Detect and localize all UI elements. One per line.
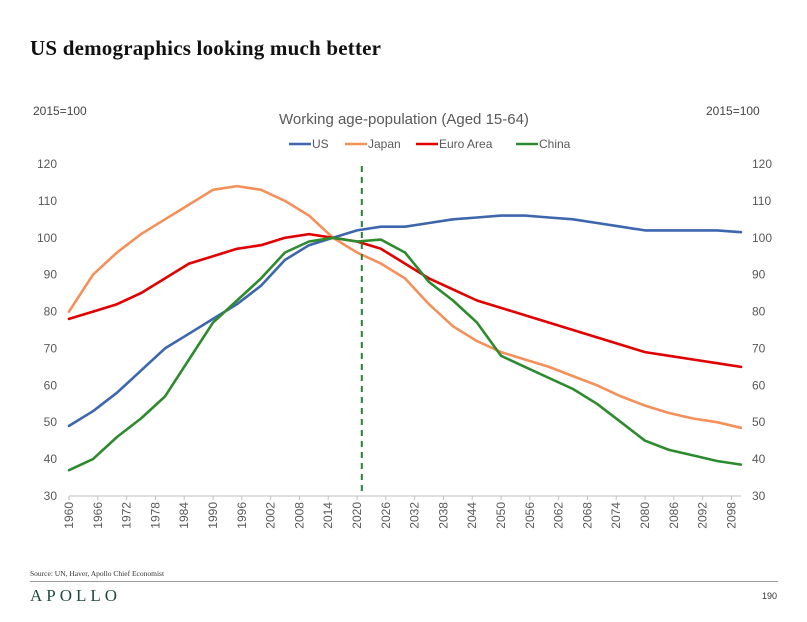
x-tick-label: 2026 — [379, 502, 393, 529]
x-tick-label: 2014 — [321, 502, 335, 529]
footer-divider — [30, 581, 778, 582]
y-tick-left: 110 — [38, 194, 57, 208]
y-tick-right: 100 — [752, 231, 772, 245]
x-tick-label: 2044 — [465, 502, 479, 529]
y-tick-right: 30 — [752, 489, 766, 503]
y-tick-left: 120 — [37, 157, 57, 171]
x-tick-label: 1978 — [148, 502, 162, 529]
page-title: US demographics looking much better — [30, 36, 382, 60]
x-tick-label: 1990 — [206, 502, 220, 529]
y-tick-left: 60 — [44, 378, 58, 392]
y-tick-right: 120 — [752, 157, 772, 171]
x-tick-label: 2092 — [696, 502, 710, 529]
x-tick-label: 2050 — [494, 502, 508, 529]
x-tick-label: 2098 — [724, 502, 738, 529]
x-tick-label: 2068 — [580, 502, 594, 529]
x-tick-label: 2038 — [436, 502, 450, 529]
page-number: 190 — [762, 591, 778, 601]
legend-label-japan: Japan — [368, 137, 401, 151]
series-line-euro-area — [67, 232, 743, 369]
x-tick-label: 2074 — [609, 502, 623, 529]
line-chart: Working age-population (Aged 15-64) US Jap… — [37, 111, 772, 529]
y-tick-left: 70 — [44, 341, 58, 355]
y-tick-left: 100 — [37, 231, 57, 245]
x-tick-label: 2008 — [292, 502, 306, 529]
x-tick-label: 2062 — [552, 502, 566, 529]
series-line-china — [67, 236, 743, 472]
source-note: Source: UN, Haver, Apollo Chief Economis… — [30, 569, 165, 578]
apollo-logo: APOLLO — [30, 586, 122, 605]
x-tick-label: 1966 — [91, 502, 105, 529]
y-tick-left: 90 — [44, 268, 58, 282]
y-tick-right: 50 — [752, 415, 766, 429]
y-tick-left: 80 — [44, 305, 58, 319]
x-tick-label: 1996 — [235, 502, 249, 529]
y-tick-left: 30 — [44, 489, 58, 503]
y-tick-left: 50 — [44, 415, 58, 429]
left-axis-unit-label: 2015=100 — [33, 104, 87, 118]
y-tick-right: 40 — [752, 452, 766, 466]
y-tick-right: 60 — [752, 378, 766, 392]
x-tick-label: 2086 — [667, 502, 681, 529]
series-line-us — [67, 214, 743, 428]
y-tick-right: 90 — [752, 268, 766, 282]
x-tick-label: 2056 — [523, 502, 537, 529]
x-tick-label: 1984 — [177, 502, 191, 529]
x-tick-label: 1972 — [120, 502, 134, 529]
y-tick-right: 110 — [752, 194, 771, 208]
y-tick-left: 40 — [44, 452, 58, 466]
series-line-japan — [67, 184, 743, 430]
chart-title: Working age-population (Aged 15-64) — [279, 111, 529, 128]
x-tick-label: 2020 — [350, 502, 364, 529]
legend-label-china: China — [539, 137, 571, 151]
x-tick-label: 2002 — [264, 502, 278, 529]
y-tick-right: 70 — [752, 341, 766, 355]
legend-label-us: US — [312, 137, 329, 151]
x-tick-label: 1960 — [62, 502, 76, 529]
legend-label-euro-area: Euro Area — [439, 137, 493, 151]
y-tick-right: 80 — [752, 305, 766, 319]
x-tick-label: 2080 — [638, 502, 652, 529]
x-tick-label: 2032 — [408, 502, 422, 529]
right-axis-unit-label: 2015=100 — [706, 104, 760, 118]
